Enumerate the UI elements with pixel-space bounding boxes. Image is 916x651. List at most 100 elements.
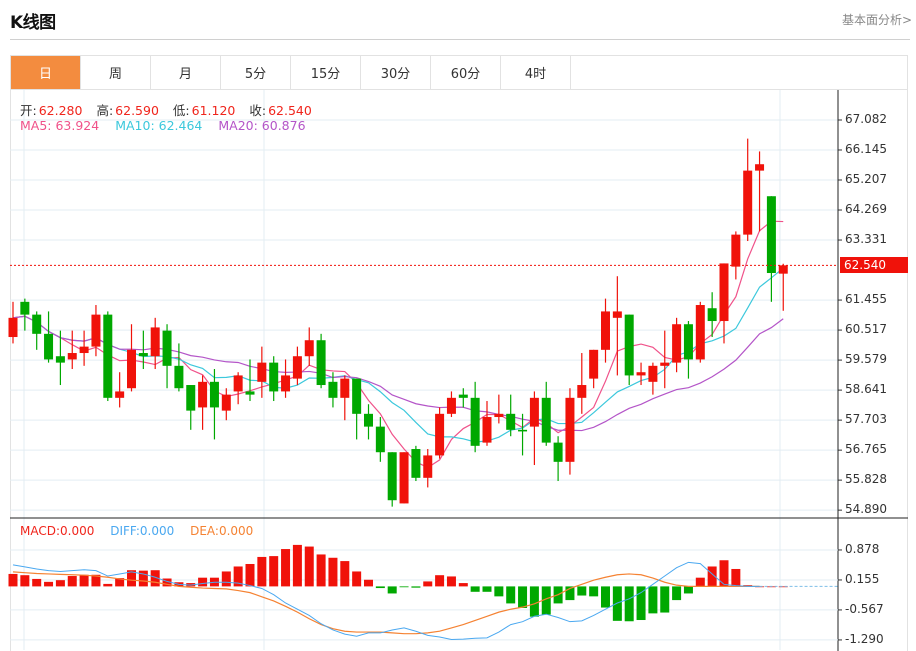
macd-legend: MACD:0.000 DIFF:0.000 DEA:0.000 bbox=[20, 524, 255, 538]
candle-up bbox=[755, 164, 765, 171]
macd-bar bbox=[8, 573, 18, 587]
candle-down bbox=[186, 385, 196, 411]
macd-bar bbox=[375, 586, 385, 589]
candle-up bbox=[435, 413, 445, 456]
macd-bar bbox=[162, 578, 172, 587]
macd-bar bbox=[707, 566, 717, 587]
macd-tick-label: -1.290 bbox=[845, 631, 884, 646]
macd-bar bbox=[672, 586, 682, 601]
macd-bar bbox=[340, 561, 350, 587]
candle-up bbox=[150, 327, 160, 357]
macd-bar bbox=[719, 560, 729, 587]
candle-up bbox=[423, 455, 433, 478]
macd-bar bbox=[127, 570, 136, 587]
low-value: 61.120 bbox=[191, 103, 236, 118]
price-tick-label: 56.765 bbox=[845, 442, 887, 457]
open-label: 开: bbox=[20, 103, 37, 118]
tab-day[interactable]: 日 bbox=[11, 56, 81, 89]
candle-down bbox=[352, 378, 362, 414]
macd-bar bbox=[506, 586, 516, 604]
candle-up bbox=[8, 317, 18, 338]
macd-bar bbox=[20, 575, 30, 587]
tab-5min[interactable]: 5分 bbox=[221, 56, 291, 89]
macd-bar bbox=[281, 549, 291, 587]
price-tick-label: 59.579 bbox=[845, 352, 887, 367]
candle-down bbox=[174, 365, 184, 389]
fundamental-analysis-link[interactable]: 基本面分析> bbox=[841, 13, 912, 27]
candle-down bbox=[518, 429, 528, 432]
ma5-value: MA5: 63.924 bbox=[20, 118, 100, 133]
ma10-value: MA10: 62.464 bbox=[115, 118, 203, 133]
tab-4hour[interactable]: 4时 bbox=[501, 56, 571, 89]
macd-bar bbox=[138, 570, 148, 587]
candle-up bbox=[577, 385, 587, 398]
macd-tick-label: 0.878 bbox=[845, 541, 880, 556]
candle-down bbox=[470, 397, 480, 446]
candle-up bbox=[648, 365, 658, 382]
macd-bar bbox=[257, 556, 267, 587]
candle-down bbox=[541, 397, 551, 443]
candle-up bbox=[482, 417, 492, 443]
macd-bar bbox=[529, 586, 539, 617]
candle-down bbox=[387, 452, 397, 501]
candle-down bbox=[32, 314, 42, 334]
candle-down bbox=[209, 381, 219, 408]
tab-30min[interactable]: 30分 bbox=[361, 56, 431, 89]
macd-bar bbox=[44, 581, 54, 587]
ma-legend: MA5: 63.924 MA10: 62.464 MA20: 60.876 bbox=[20, 118, 308, 133]
candle-up bbox=[731, 234, 741, 267]
price-tick-label: 67.082 bbox=[845, 112, 887, 126]
candle-down bbox=[44, 333, 54, 360]
price-tick-label: 55.828 bbox=[845, 472, 887, 487]
candle-up bbox=[198, 381, 208, 408]
macd-bar bbox=[577, 586, 587, 596]
candle-up bbox=[115, 391, 125, 398]
candle-up bbox=[529, 397, 539, 427]
price-tick-label: 61.455 bbox=[845, 292, 887, 307]
tab-60min[interactable]: 60分 bbox=[431, 56, 501, 89]
candle-down bbox=[103, 314, 113, 398]
macd-bar bbox=[103, 583, 113, 587]
macd-bar bbox=[624, 586, 634, 622]
ma20-line bbox=[12, 315, 784, 432]
candle-down bbox=[245, 391, 255, 395]
macd-bar bbox=[565, 586, 575, 601]
candle-up bbox=[636, 372, 646, 376]
macd-tick-label: -0.567 bbox=[845, 601, 884, 616]
candle-up bbox=[233, 375, 243, 392]
diff-line bbox=[12, 561, 760, 641]
candle-up bbox=[399, 452, 409, 504]
tab-week[interactable]: 周 bbox=[81, 56, 151, 89]
macd-bar bbox=[482, 586, 492, 592]
macd-bar bbox=[328, 557, 338, 587]
macd-bar bbox=[518, 586, 528, 608]
tab-15min[interactable]: 15分 bbox=[291, 56, 361, 89]
macd-bar bbox=[91, 574, 101, 587]
ma5-line bbox=[12, 220, 784, 469]
macd-bar bbox=[387, 586, 397, 594]
price-tick-label: 66.145 bbox=[845, 141, 887, 156]
macd-bar bbox=[150, 570, 160, 587]
macd-bar bbox=[399, 586, 409, 588]
price-tick-label: 54.890 bbox=[845, 502, 887, 517]
macd-bar bbox=[683, 586, 693, 594]
candle-down bbox=[683, 324, 693, 360]
tab-month[interactable]: 月 bbox=[151, 56, 221, 89]
candle-up bbox=[660, 362, 670, 366]
candle-down bbox=[707, 308, 717, 322]
low-label: 低: bbox=[172, 103, 190, 118]
candle-up bbox=[127, 349, 136, 389]
high-label: 高: bbox=[96, 103, 114, 118]
candle-up bbox=[257, 362, 267, 382]
candle-up bbox=[304, 340, 314, 357]
divider bbox=[10, 39, 910, 40]
period-tabs: 日 周 月 5分 15分 30分 60分 4时 bbox=[10, 55, 908, 90]
macd-bar bbox=[458, 583, 468, 587]
price-tick-label: 63.331 bbox=[845, 232, 887, 247]
candle-down bbox=[328, 381, 338, 398]
close-label: 收: bbox=[249, 103, 267, 118]
macd-value: MACD:0.000 bbox=[20, 524, 95, 538]
chart-frame bbox=[10, 90, 908, 651]
macd-bar bbox=[612, 586, 622, 621]
